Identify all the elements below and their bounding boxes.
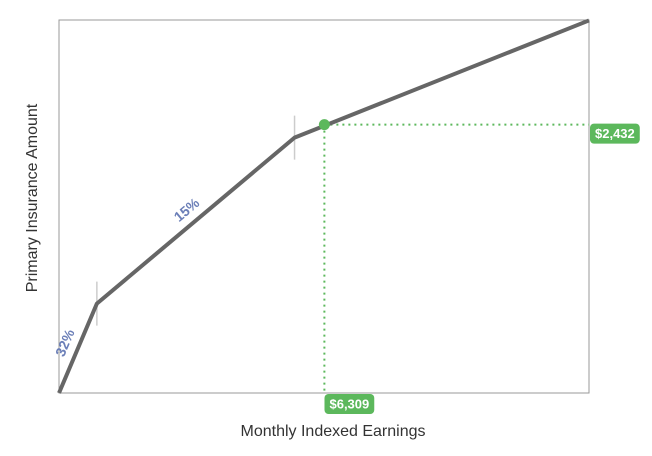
x-axis-title: Monthly Indexed Earnings	[241, 423, 426, 440]
badge-background	[324, 394, 375, 414]
plot-frame	[58, 19, 590, 394]
badge-label: $6,309	[329, 396, 369, 411]
line	[57, 18, 590, 394]
value-badge: $6,309	[324, 394, 375, 414]
y-axis-title: Primary Insurance Amount	[24, 103, 41, 292]
value-badge: $2,432	[590, 123, 640, 144]
badge-label: $2,432	[595, 126, 635, 141]
badge-background	[590, 123, 640, 144]
highlight-point	[318, 119, 330, 131]
